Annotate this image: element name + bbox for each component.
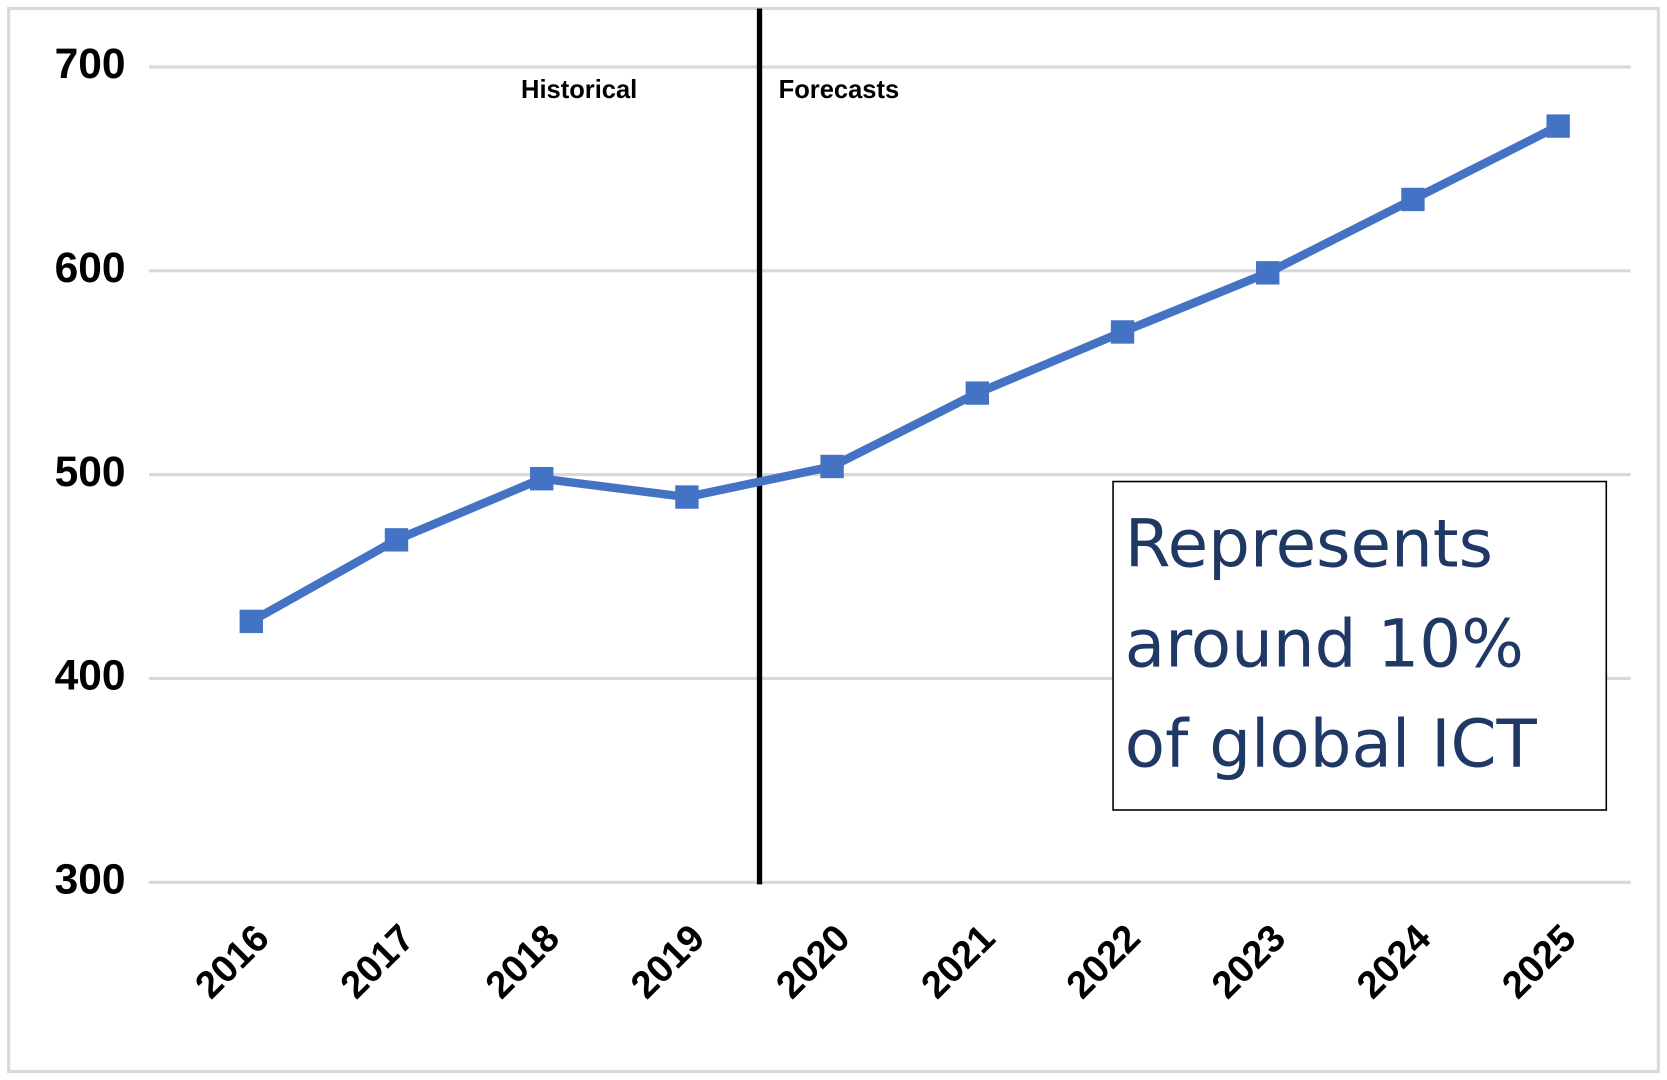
- annotation: Forecasts: [779, 76, 899, 104]
- note-text: around 10%: [1125, 605, 1524, 682]
- note-text: Represents: [1125, 506, 1493, 583]
- x-tick-label: 2017: [332, 916, 423, 1007]
- data-point: [820, 454, 844, 479]
- note-box: [1112, 480, 1608, 811]
- x-tick-label: 2018: [477, 916, 568, 1007]
- x-tick-label: 2020: [768, 916, 859, 1007]
- y-tick-label: 300: [55, 857, 126, 904]
- x-tick-label: 2019: [623, 916, 714, 1007]
- data-point: [1110, 320, 1135, 344]
- data-point: [1546, 114, 1570, 138]
- x-tick-label: 2016: [187, 916, 278, 1007]
- data-point: [530, 467, 554, 491]
- x-tick-label: 2022: [1058, 916, 1149, 1007]
- data-point: [1401, 187, 1425, 212]
- note-text: of global ICT: [1125, 705, 1538, 782]
- x-tick-label: 2025: [1494, 916, 1585, 1007]
- y-tick-label: 500: [55, 449, 126, 496]
- data-point: [384, 528, 409, 552]
- y-tick-label: 700: [55, 41, 126, 88]
- data-point: [965, 381, 990, 405]
- annotation: Historical: [521, 76, 637, 104]
- x-tick-label: 2021: [913, 916, 1004, 1007]
- data-line: [249, 122, 1561, 626]
- data-point: [239, 609, 263, 634]
- chart-border: [7, 6, 1660, 1074]
- data-point: [675, 485, 699, 509]
- x-tick-label: 2024: [1349, 916, 1440, 1007]
- data-point: [1256, 261, 1280, 285]
- x-tick-label: 2023: [1203, 916, 1294, 1007]
- y-tick-label: 600: [55, 245, 126, 292]
- y-tick-label: 400: [55, 653, 126, 700]
